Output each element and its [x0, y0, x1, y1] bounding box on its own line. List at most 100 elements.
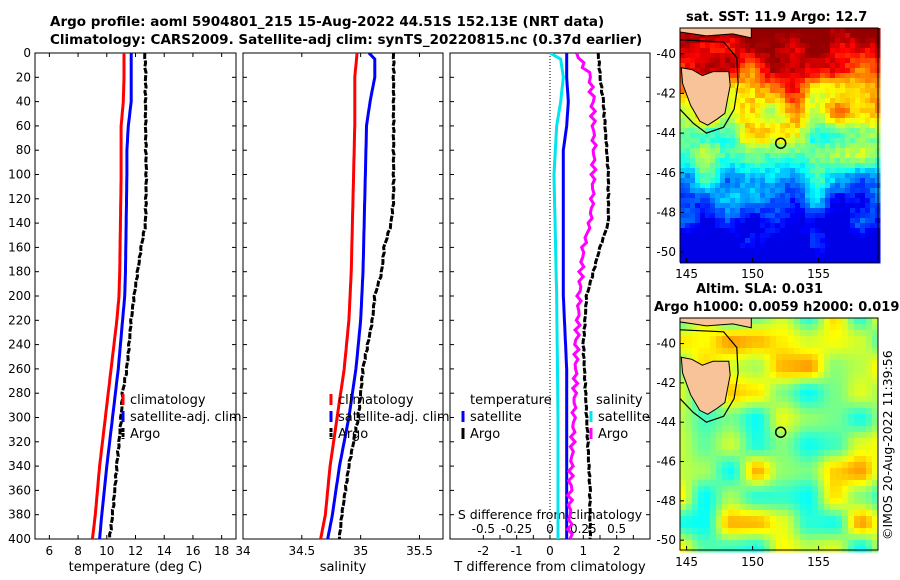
map-cell [722, 462, 729, 469]
map-cell [840, 43, 846, 49]
map-cell [785, 253, 791, 259]
map-cell [836, 546, 843, 553]
map-cell [836, 348, 843, 355]
map-cell [770, 153, 776, 159]
map-cell [788, 510, 795, 517]
map-cell [855, 153, 861, 159]
map-cell [805, 193, 811, 199]
map-cell [800, 33, 806, 39]
map-cell [836, 324, 843, 331]
map-cell [710, 504, 717, 511]
map-cell [825, 253, 831, 259]
map-cell [758, 522, 765, 529]
map-cell [690, 153, 696, 159]
map-cell [685, 258, 691, 264]
map-cell [755, 233, 761, 239]
map-cell [860, 193, 866, 199]
map-cell [725, 108, 731, 114]
map-cell [800, 113, 806, 119]
map-cell [715, 158, 721, 164]
map-cell [685, 193, 691, 199]
map-cell [865, 223, 871, 229]
map-cell [785, 193, 791, 199]
map-cell [735, 163, 741, 169]
x-tick-label: 0 [546, 544, 554, 558]
map-cell [710, 342, 717, 349]
map-cell [730, 238, 736, 244]
map-cell [755, 193, 761, 199]
map-cell [836, 438, 843, 445]
map-cell [806, 390, 813, 397]
map-cell [680, 462, 687, 469]
map-cell [790, 38, 796, 44]
map-cell [860, 468, 867, 475]
map-cell [730, 228, 736, 234]
map-cell [860, 148, 866, 154]
map-cell [860, 444, 867, 451]
map-cell [734, 498, 741, 505]
map-cell [850, 138, 856, 144]
x-tick-label: 155 [807, 267, 830, 281]
map-cell [825, 248, 831, 254]
map-cell [775, 208, 781, 214]
map-cell [812, 342, 819, 349]
map-cell [752, 390, 759, 397]
map-cell [782, 324, 789, 331]
map-cell [865, 188, 871, 194]
map-cell [818, 414, 825, 421]
map-cell [865, 113, 871, 119]
map-cell [805, 98, 811, 104]
map-cell [730, 208, 736, 214]
map-cell [715, 233, 721, 239]
s-tick-label: 0.25 [570, 522, 597, 536]
map-cell [764, 330, 771, 337]
map-cell [854, 510, 861, 517]
map-cell [860, 208, 866, 214]
map-cell [800, 143, 806, 149]
map-cell [866, 516, 873, 523]
map-cell [815, 248, 821, 254]
map-cell [698, 546, 705, 553]
map-cell [685, 53, 691, 59]
map-cell [865, 48, 871, 54]
map-cell [806, 414, 813, 421]
map-cell [794, 384, 801, 391]
map-cell [830, 342, 837, 349]
map-cell [720, 143, 726, 149]
map-cell [695, 243, 701, 249]
map-cell [755, 203, 761, 209]
map-cell [795, 98, 801, 104]
map-cell [836, 318, 843, 325]
map-cell [740, 213, 746, 219]
map-cell [794, 342, 801, 349]
map-cell [860, 414, 867, 421]
map-cell [845, 103, 851, 109]
map-cell [815, 193, 821, 199]
map-cell [795, 208, 801, 214]
map-cell [824, 510, 831, 517]
map-cell [845, 58, 851, 64]
map-cell [710, 168, 716, 174]
map-cell [785, 88, 791, 94]
map-cell [790, 168, 796, 174]
map-cell [765, 113, 771, 119]
map-cell [850, 178, 856, 184]
map-cell [685, 103, 691, 109]
map-cell [870, 118, 876, 124]
map-cell [690, 233, 696, 239]
map-cell [705, 68, 711, 74]
map-cell [715, 173, 721, 179]
map-cell [815, 28, 821, 34]
map-cell [845, 53, 851, 59]
map-cell [805, 248, 811, 254]
map-cell [760, 198, 766, 204]
map-cell [855, 238, 861, 244]
map-cell [735, 213, 741, 219]
map-cell [716, 468, 723, 475]
map-cell [780, 143, 786, 149]
map-cell [758, 456, 765, 463]
map-cell [840, 143, 846, 149]
map-cell [765, 203, 771, 209]
map-cell [830, 78, 836, 84]
map-cell [734, 534, 741, 541]
